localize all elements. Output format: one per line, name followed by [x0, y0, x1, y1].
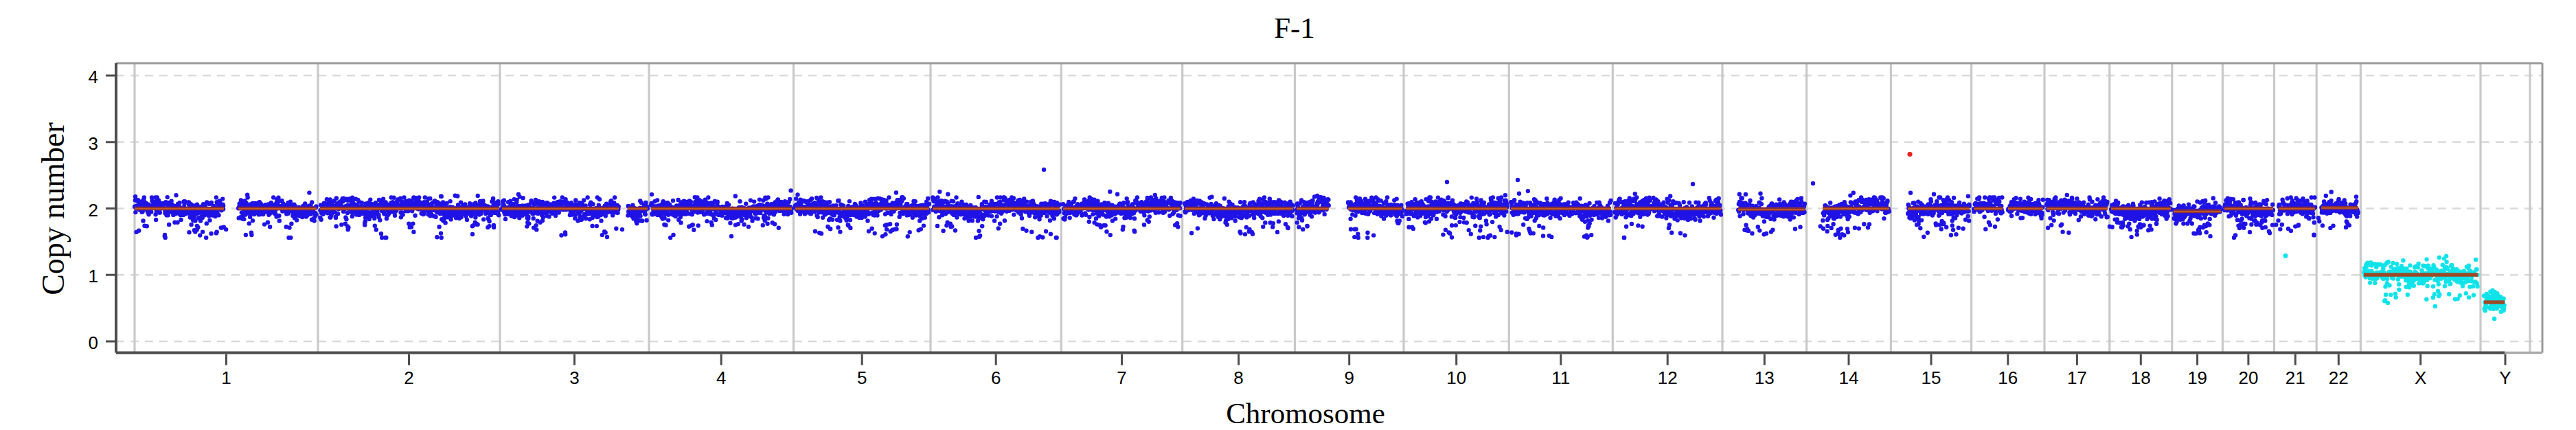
svg-text:4: 4: [716, 367, 726, 388]
svg-text:11: 11: [1551, 367, 1570, 388]
svg-text:Copy number: Copy number: [36, 122, 71, 295]
svg-text:21: 21: [2286, 367, 2305, 388]
svg-text:13: 13: [1755, 367, 1775, 388]
svg-text:3: 3: [569, 367, 579, 388]
svg-text:3: 3: [89, 133, 98, 154]
svg-text:2: 2: [404, 367, 413, 388]
svg-text:7: 7: [1117, 367, 1126, 388]
svg-text:15: 15: [1922, 367, 1941, 388]
svg-text:6: 6: [991, 367, 1001, 388]
svg-text:2: 2: [89, 200, 98, 220]
svg-text:14: 14: [1839, 367, 1859, 388]
svg-text:Chromosome: Chromosome: [1226, 397, 1385, 429]
svg-text:20: 20: [2238, 367, 2258, 388]
svg-text:16: 16: [1998, 367, 2018, 388]
svg-text:19: 19: [2187, 367, 2207, 388]
svg-text:Y: Y: [2499, 367, 2511, 388]
svg-text:8: 8: [1233, 367, 1243, 388]
svg-text:9: 9: [1344, 367, 1354, 388]
svg-text:10: 10: [1446, 367, 1466, 388]
svg-text:0: 0: [89, 332, 98, 353]
svg-text:1: 1: [89, 266, 98, 286]
svg-text:17: 17: [2067, 367, 2087, 388]
svg-text:1: 1: [221, 367, 231, 388]
svg-text:18: 18: [2131, 367, 2151, 388]
svg-text:F-1: F-1: [1274, 12, 1315, 44]
svg-text:12: 12: [1658, 367, 1678, 388]
svg-text:X: X: [2415, 367, 2426, 388]
svg-text:5: 5: [857, 367, 867, 388]
svg-text:22: 22: [2329, 367, 2349, 388]
svg-text:4: 4: [89, 67, 98, 87]
